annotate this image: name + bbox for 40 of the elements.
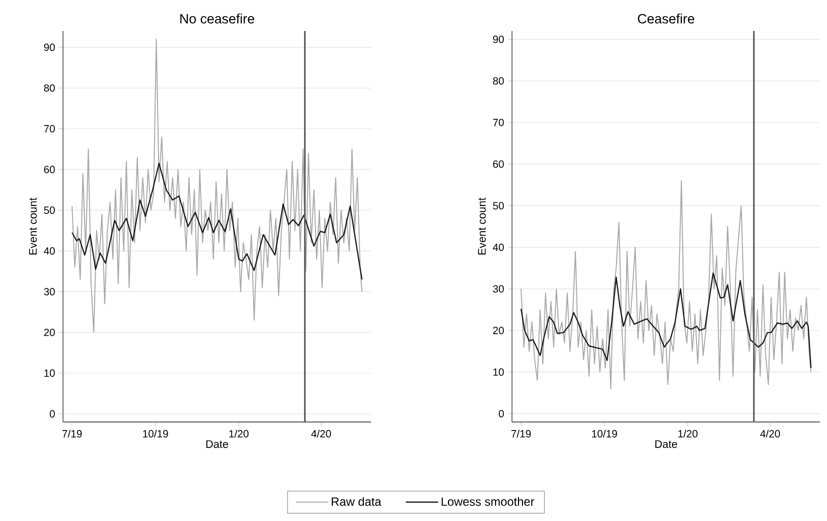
- x-tick-label: 4/20: [311, 430, 331, 438]
- x-tick-label: 7/19: [62, 430, 82, 438]
- y-axis-title: Event count: [478, 198, 486, 255]
- x-tick-label: 1/20: [229, 430, 249, 438]
- x-tick-label: 10/19: [143, 430, 168, 438]
- y-tick-label: 20: [493, 326, 504, 334]
- x-tick-label: 7/19: [511, 430, 531, 438]
- x-axis-title: Date: [206, 440, 228, 448]
- y-tick-label: 80: [44, 84, 55, 92]
- legend-label: Lowess smoother: [442, 497, 534, 506]
- y-tick-label: 90: [44, 44, 55, 51]
- line-series: [71, 162, 363, 280]
- y-tick-label: 0: [50, 410, 55, 418]
- line-series: [520, 272, 812, 369]
- y-tick-label: 30: [492, 285, 504, 293]
- y-tick-label: 10: [44, 369, 55, 377]
- y-tick-label: 0: [498, 410, 504, 418]
- y-tick-label: 10: [493, 368, 504, 376]
- x-axis-title: Date: [655, 440, 678, 448]
- y-tick-label: 30: [44, 288, 55, 296]
- chart-title: Ceasefire: [638, 14, 694, 24]
- y-tick-label: 50: [493, 202, 504, 210]
- y-tick-label: 60: [493, 160, 504, 168]
- y-tick-label: 40: [492, 244, 504, 252]
- y-tick-label: 70: [493, 118, 504, 126]
- y-tick-label: 40: [44, 247, 55, 255]
- y-tick-label: 60: [44, 166, 55, 174]
- y-tick-label: 50: [44, 206, 55, 214]
- y-tick-label: 80: [493, 77, 504, 85]
- y-tick-label: 70: [44, 125, 55, 132]
- x-tick-label: 10/19: [592, 430, 617, 438]
- line-series: [520, 180, 812, 390]
- y-tick-label: 90: [493, 36, 504, 44]
- chart-title: No ceasefire: [180, 14, 254, 24]
- x-tick-label: 4/20: [760, 430, 780, 438]
- legend-label: Raw data: [332, 497, 382, 506]
- x-tick-label: 1/20: [678, 430, 698, 438]
- line-series: [72, 38, 362, 333]
- y-axis-title: Event count: [29, 198, 37, 255]
- y-tick-label: 20: [44, 328, 55, 336]
